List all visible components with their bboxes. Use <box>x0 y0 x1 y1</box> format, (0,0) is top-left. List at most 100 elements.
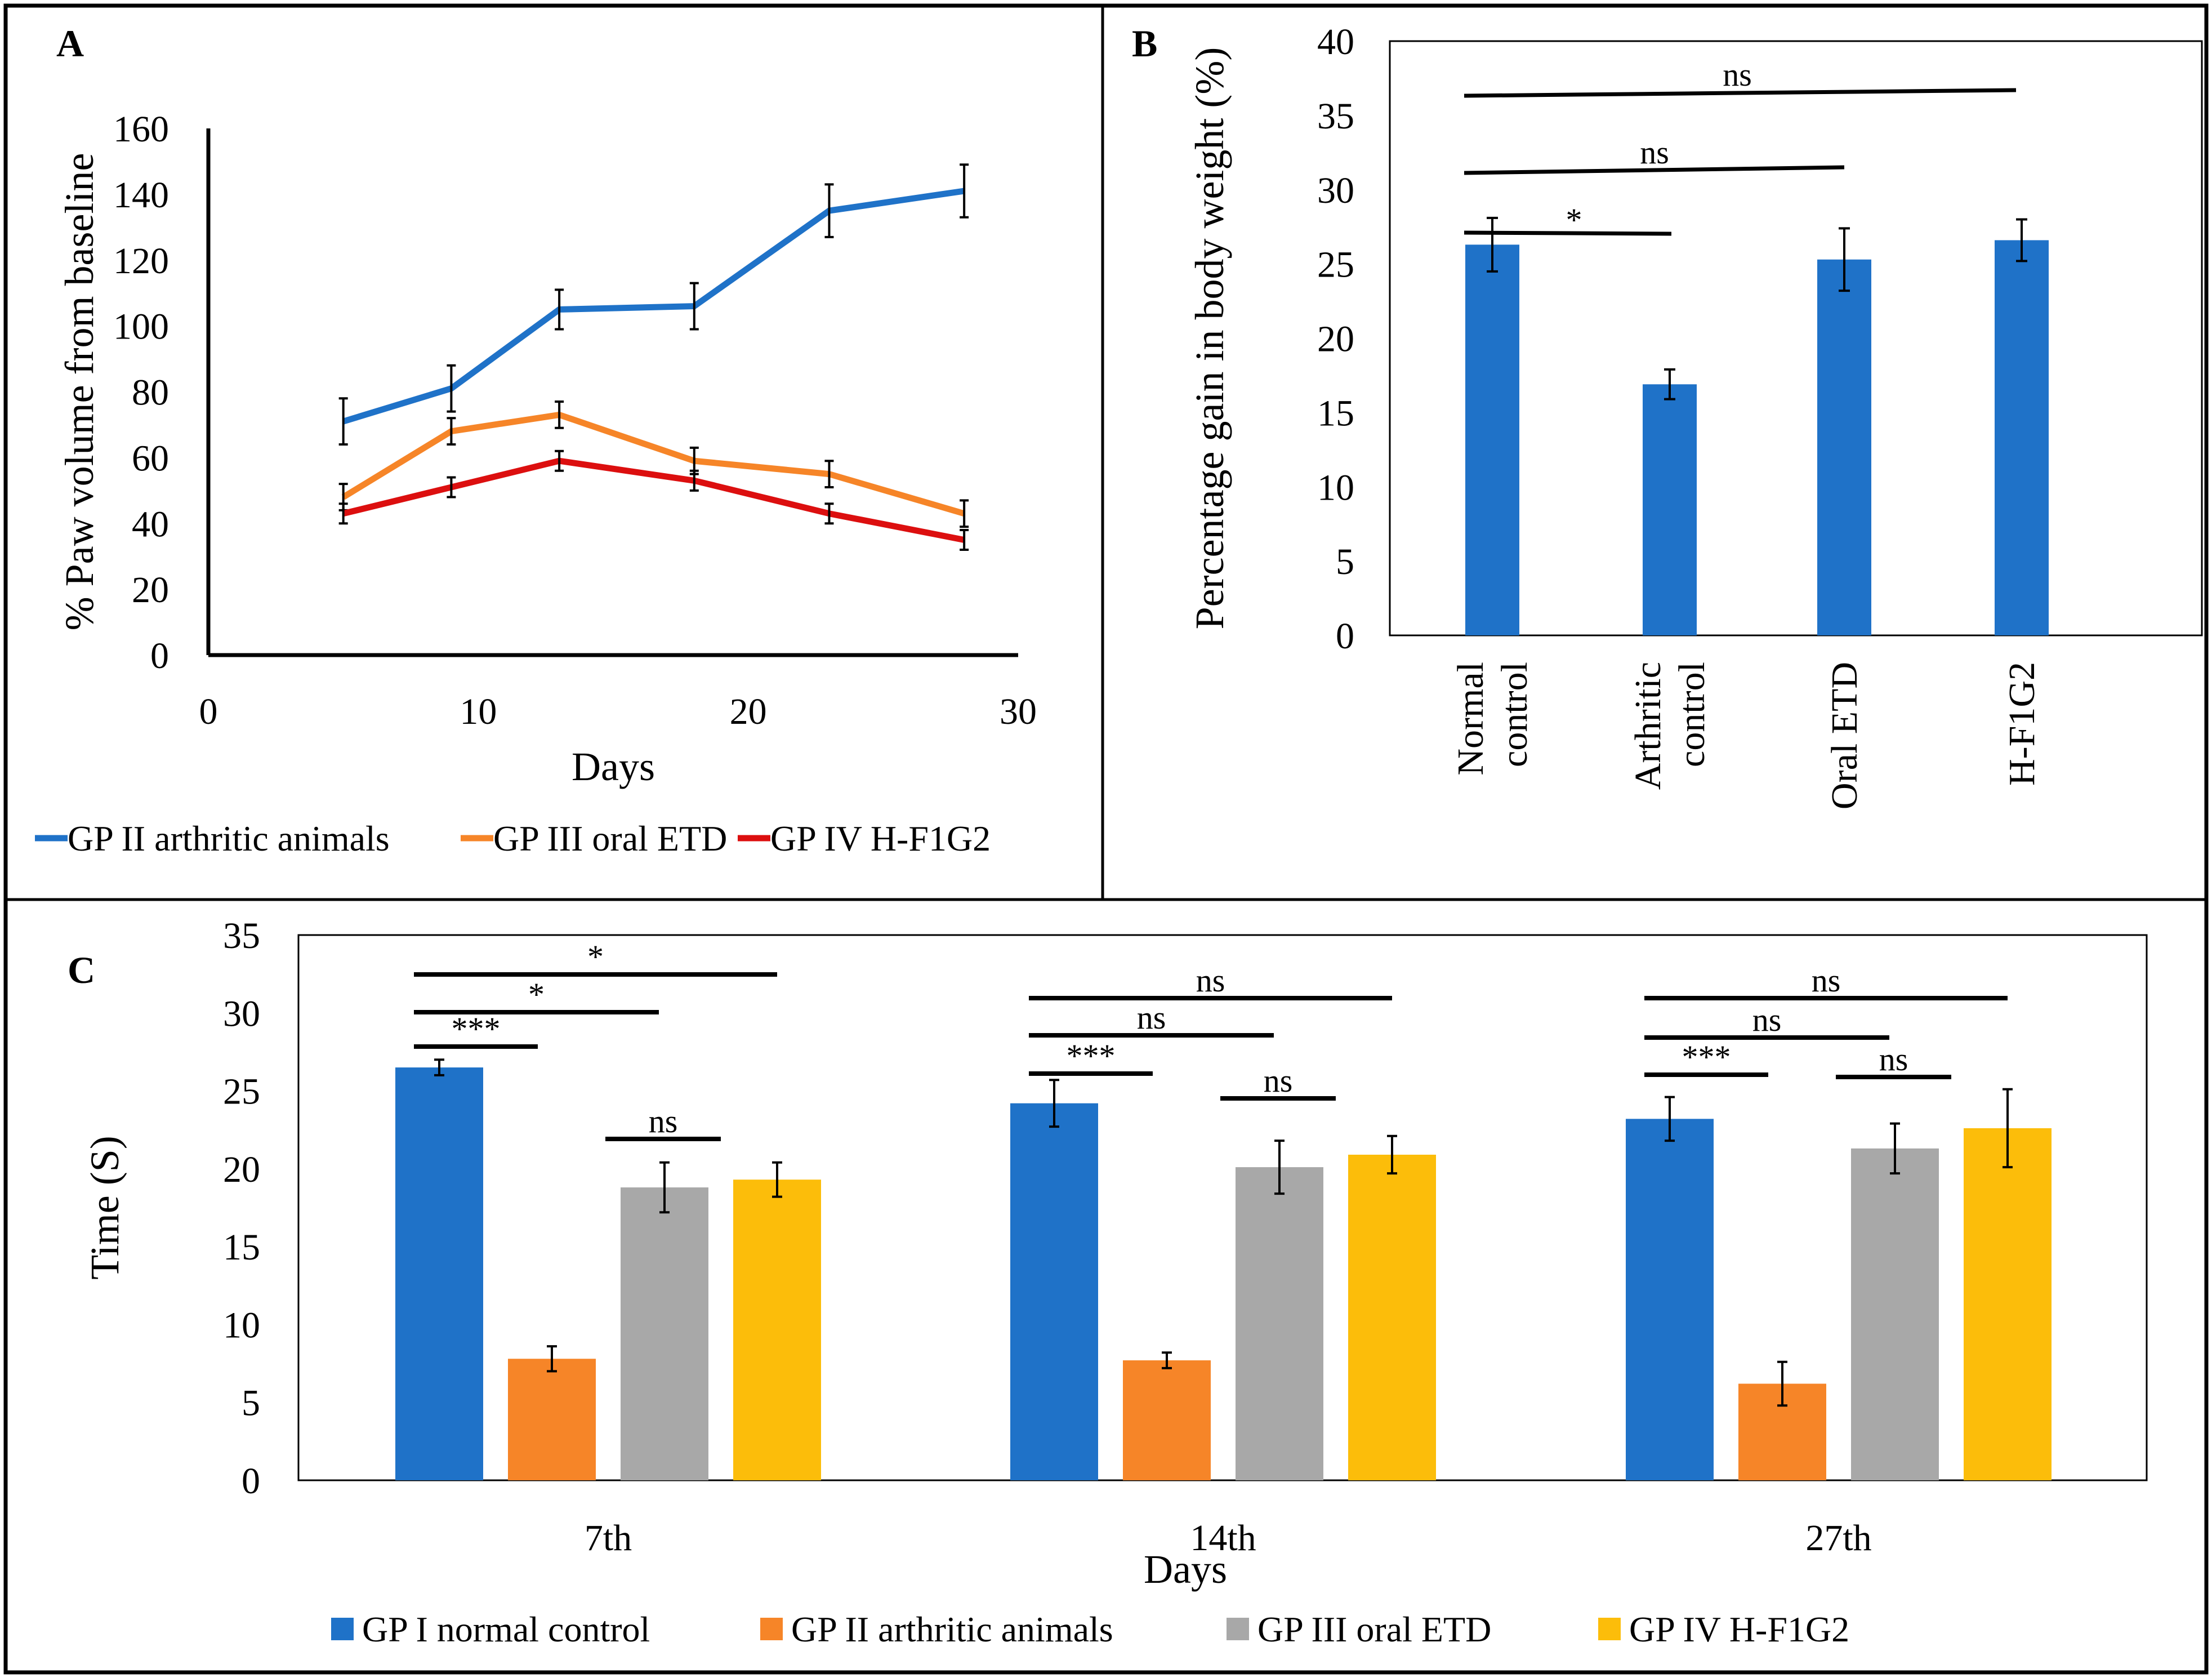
x-tick-label: 27th <box>1805 1517 1871 1559</box>
y-tick-label: 35 <box>1317 96 1354 137</box>
panel-letter-a: A <box>56 22 84 65</box>
plot-area-frame <box>1389 40 2203 637</box>
significance-label: ns <box>649 1103 678 1140</box>
category-label: control <box>1671 662 1712 767</box>
bar-1 <box>1643 384 1697 635</box>
significance-label: ns <box>1196 962 1225 999</box>
category-label: Oral ETD <box>1824 662 1865 809</box>
series-line-3 <box>341 411 965 517</box>
y-tick-label: 15 <box>223 1227 260 1268</box>
y-tick-label: 140 <box>113 175 169 216</box>
y-tick-label: 0 <box>242 1461 260 1502</box>
bar-series-2-group-2 <box>1851 1148 1939 1480</box>
legend-label: GP II arthritic animals <box>791 1609 1113 1649</box>
bar-series-3-group-2 <box>1964 1128 2052 1480</box>
bar-series-0-group-2 <box>1626 1119 1714 1480</box>
x-axis-title: Days <box>1144 1547 1227 1592</box>
significance-label: ns <box>1723 56 1752 93</box>
legend-label: GP III oral ETD <box>493 818 727 858</box>
figure-frame <box>3 3 2209 1675</box>
legend-swatch <box>1227 1618 1249 1640</box>
y-tick-label: 0 <box>150 635 169 676</box>
x-tick-label: 10 <box>460 691 497 732</box>
significance-label: * <box>1566 202 1582 238</box>
y-tick-label: 100 <box>113 306 169 348</box>
x-axis-title: Days <box>572 744 655 789</box>
legend-label: GP IV H-F1G2 <box>770 818 991 858</box>
y-tick-label: 5 <box>1336 541 1354 582</box>
y-axis-title: Percentage gain in body weight (%) <box>1187 47 1232 630</box>
significance-line <box>1464 165 1845 175</box>
legend-swatch <box>331 1618 354 1640</box>
bar-series-1-group-1 <box>1123 1360 1211 1480</box>
category-label: Normal <box>1450 662 1491 776</box>
y-tick-label: 10 <box>223 1305 260 1346</box>
y-tick-label: 40 <box>132 504 169 545</box>
x-tick-label: 30 <box>1000 691 1037 732</box>
legend-label: GP II arthritic animals <box>68 818 390 858</box>
y-tick-label: 120 <box>113 241 169 282</box>
y-tick-label: 30 <box>1317 170 1354 211</box>
y-tick-label: 20 <box>223 1149 260 1190</box>
category-label: H-F1G2 <box>2001 662 2042 786</box>
significance-label: * <box>587 938 604 975</box>
panel-letter-c: C <box>68 949 95 991</box>
y-tick-label: 20 <box>132 569 169 611</box>
y-tick-label: 10 <box>1317 467 1354 508</box>
y-axis-title: % Paw volume from baseline <box>57 153 102 631</box>
y-tick-label: 25 <box>1317 244 1354 286</box>
y-tick-label: 80 <box>132 372 169 413</box>
y-tick-label: 15 <box>1317 393 1354 434</box>
x-tick-label: 7th <box>585 1517 632 1559</box>
panel-b-bar-chart: 0 5 10 15 20 25 30 35 40 Percentage gain in body … <box>1187 21 2203 809</box>
significance-label: ns <box>1752 1002 1782 1038</box>
plot-area-frame <box>297 934 2148 1481</box>
category-label: control <box>1494 662 1535 767</box>
bar-series-2-group-1 <box>1236 1167 1323 1480</box>
significance-label: ns <box>1812 962 1841 999</box>
bar-series-3-group-0 <box>733 1180 821 1480</box>
significance-line <box>1464 88 2017 98</box>
x-tick-label: 20 <box>730 691 767 732</box>
significance-label: *** <box>1682 1039 1731 1075</box>
y-tick-label: 30 <box>223 993 260 1034</box>
significance-label: ns <box>1640 134 1669 171</box>
category-label: Arthritic <box>1627 662 1669 790</box>
x-tick-label: 0 <box>199 691 218 732</box>
legend-swatch <box>760 1618 783 1640</box>
significance-label: ns <box>1137 999 1166 1036</box>
significance-label: ns <box>1879 1041 1908 1078</box>
bar-series-3-group-1 <box>1348 1154 1436 1480</box>
panel-a-line-chart: 0 20 40 60 80 100 120 140 160 0 10 20 30 Days % Paw vo… <box>35 109 1037 858</box>
significance-line <box>1464 230 1672 236</box>
y-tick-label: 0 <box>1336 616 1354 657</box>
significance-label: *** <box>452 1011 501 1047</box>
y-tick-label: 60 <box>132 438 169 479</box>
significance-label: *** <box>1067 1038 1116 1074</box>
y-tick-label: 40 <box>1317 21 1354 63</box>
legend-label: GP III oral ETD <box>1257 1609 1491 1649</box>
significance-label: ns <box>1264 1062 1293 1099</box>
bar-series-2-group-0 <box>621 1187 708 1480</box>
significance-label: * <box>528 976 545 1013</box>
legend-label: GP IV H-F1G2 <box>1629 1609 1849 1649</box>
x-tick-label: 14th <box>1190 1517 1256 1559</box>
y-axis-title: Time (S) <box>82 1136 127 1279</box>
y-tick-label: 160 <box>113 109 169 150</box>
bar-series-1-group-0 <box>508 1359 596 1480</box>
y-tick-label: 35 <box>223 915 260 956</box>
bar-2 <box>1817 259 1871 635</box>
y-tick-label: 25 <box>223 1071 260 1112</box>
y-tick-label: 20 <box>1317 319 1354 360</box>
legend-swatch <box>1598 1618 1621 1640</box>
panel-letter-b: B <box>1132 22 1157 65</box>
bar-series-0-group-1 <box>1010 1103 1098 1480</box>
legend-label: GP I normal control <box>362 1609 650 1649</box>
bar-3 <box>1995 240 2049 635</box>
series-line-4 <box>342 457 965 543</box>
bar-0 <box>1465 244 1519 635</box>
y-tick-label: 5 <box>242 1383 260 1424</box>
series-line-2 <box>342 188 965 425</box>
